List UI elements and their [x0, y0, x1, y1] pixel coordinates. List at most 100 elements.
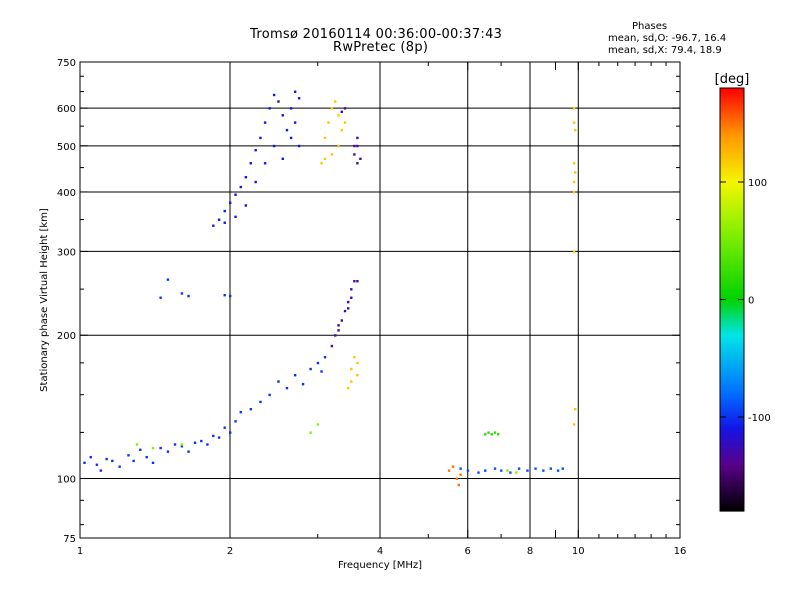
colorbar-band: [720, 344, 744, 348]
colorbar-band: [720, 339, 744, 343]
data-point: [334, 100, 337, 103]
y-tick-label: 200: [57, 331, 76, 342]
x-tick-label: 10: [572, 546, 585, 557]
data-point: [105, 457, 108, 461]
data-point: [346, 386, 350, 390]
data-point: [263, 162, 267, 165]
data-point: [323, 136, 327, 140]
colorbar-band: [720, 104, 744, 108]
colorbar-band: [720, 489, 744, 493]
colorbar-band: [720, 276, 744, 279]
data-point: [572, 423, 576, 426]
colorbar-band: [720, 257, 744, 261]
colorbar-band: [720, 362, 744, 366]
colorbar-band: [720, 189, 744, 192]
colorbar-band: [720, 475, 744, 479]
colorbar-band: [720, 287, 744, 291]
data-point: [574, 128, 577, 132]
colorbar-band: [720, 417, 744, 420]
y-tick-label: 75: [63, 534, 76, 545]
data-point: [132, 459, 135, 463]
colorbar-label: [deg]: [715, 72, 750, 87]
data-point: [356, 361, 359, 365]
gridlines: [80, 62, 680, 538]
colorbar-band: [720, 395, 744, 399]
colorbar-band: [720, 156, 744, 160]
colorbar-band: [720, 102, 744, 106]
colorbar-band: [720, 210, 744, 214]
colorbar-band: [720, 106, 744, 110]
colorbar-band: [720, 146, 744, 150]
data-point: [493, 431, 497, 434]
colorbar-band: [720, 330, 744, 333]
data-point: [297, 97, 301, 100]
colorbar-band: [720, 207, 744, 211]
phases-o-stats: mean, sd,O: -96.7, 16.4: [608, 33, 727, 44]
colorbar-band: [720, 499, 744, 503]
colorbar-band: [720, 438, 744, 442]
data-point: [455, 477, 459, 480]
colorbar-band: [720, 198, 744, 202]
data-point: [229, 431, 232, 434]
colorbar-band: [720, 334, 744, 338]
data-point: [223, 426, 226, 429]
data-point: [316, 423, 320, 426]
colorbar-band: [720, 315, 744, 319]
data-point: [249, 162, 253, 165]
colorbar-band: [720, 454, 744, 458]
colorbar-band: [720, 440, 744, 444]
data-point: [289, 107, 293, 110]
data-point: [346, 300, 350, 304]
colorbar-band: [720, 311, 744, 315]
colorbar-band: [720, 365, 744, 369]
colorbar-band: [720, 90, 744, 94]
data-point: [484, 433, 487, 436]
colorbar-band: [720, 400, 744, 404]
data-point: [572, 190, 576, 194]
colorbar-band: [720, 109, 744, 113]
colorbar-band: [720, 379, 744, 383]
colorbar-band: [720, 224, 744, 228]
data-point: [268, 393, 271, 397]
colorbar-band: [720, 447, 744, 451]
colorbar-band: [720, 348, 744, 352]
colorbar-band: [720, 471, 744, 474]
data-point: [343, 309, 347, 313]
colorbar-band: [720, 144, 744, 148]
colorbar-band: [720, 182, 744, 185]
colorbar-band: [720, 139, 744, 143]
data-point: [337, 114, 340, 117]
data-point: [118, 465, 121, 468]
data-point: [166, 278, 170, 281]
data-point: [572, 107, 576, 110]
y-tick-label: 750: [57, 58, 76, 69]
data-point: [244, 204, 248, 207]
colorbar-band: [720, 487, 744, 491]
colorbar-band: [720, 449, 744, 453]
colorbar-band: [720, 473, 744, 477]
colorbar-band: [720, 341, 744, 345]
colorbar-band: [720, 464, 744, 467]
data-point: [151, 446, 155, 450]
colorbar-band: [720, 323, 744, 326]
data-point: [285, 128, 289, 132]
colorbar-band: [720, 456, 744, 460]
data-point: [340, 110, 344, 114]
colorbar-band: [720, 414, 744, 418]
colorbar-band: [720, 254, 744, 258]
colorbar-tick-label: 0: [748, 296, 754, 307]
colorbar-band: [720, 431, 744, 435]
y-tick-label: 500: [57, 142, 76, 153]
data-point: [340, 128, 344, 132]
data-point: [259, 400, 262, 404]
colorbar-band: [720, 266, 744, 270]
data-point: [323, 157, 327, 161]
data-point: [493, 467, 497, 470]
colorbar-band: [720, 402, 744, 406]
data-point: [359, 157, 362, 161]
data-point: [159, 446, 162, 450]
data-point: [459, 473, 462, 476]
colorbar-band: [720, 264, 744, 268]
colorbar-band: [720, 325, 744, 329]
colorbar-band: [720, 459, 744, 463]
